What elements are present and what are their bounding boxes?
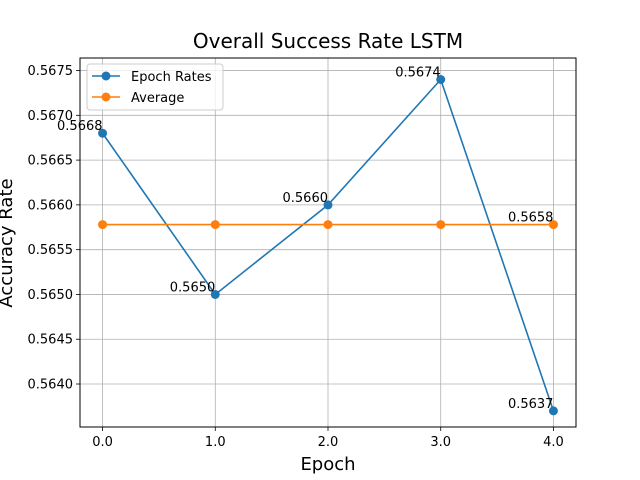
data-label: 0.5674: [395, 65, 441, 80]
y-tick-label: 0.5655: [28, 243, 74, 258]
axis-ticks: 0.0 1.0 2.0 3.0 4.0 0.5640 0.5645 0.5650 0.5655 0…: [28, 64, 564, 450]
y-tick-label: 0.5640: [28, 378, 74, 393]
legend-marker: [101, 71, 111, 81]
chart-title: Overall Success Rate LSTM: [193, 29, 463, 53]
x-tick-label: 4.0: [543, 435, 564, 450]
y-tick-label: 0.5645: [28, 333, 74, 348]
x-axis-label: Epoch: [300, 454, 355, 475]
y-tick-label: 0.5650: [28, 288, 74, 303]
x-tick-label: 0.0: [92, 435, 113, 450]
data-label: 0.5637: [508, 397, 554, 412]
y-tick-label: 0.5660: [28, 198, 74, 213]
legend-label: Epoch Rates: [131, 70, 212, 85]
legend: Epoch Rates Average: [86, 63, 224, 111]
data-point: [436, 220, 446, 230]
data-point: [436, 74, 446, 84]
y-tick-label: 0.5675: [28, 64, 74, 79]
data-label: 0.5658: [508, 211, 554, 226]
x-tick-label: 1.0: [205, 435, 226, 450]
data-point: [323, 220, 333, 230]
series-layer: [98, 74, 558, 416]
data-point: [98, 128, 108, 138]
y-axis-label: Accuracy Rate: [0, 178, 17, 307]
data-point: [548, 220, 558, 230]
data-point: [210, 289, 220, 299]
data-label: 0.5660: [283, 191, 329, 206]
data-point: [98, 220, 108, 230]
y-tick-label: 0.5665: [28, 154, 74, 169]
legend-marker: [101, 92, 111, 102]
data-point: [323, 200, 333, 210]
x-tick-label: 3.0: [430, 435, 451, 450]
data-point: [548, 406, 558, 416]
legend-box: [86, 63, 224, 111]
legend-label: Average: [131, 91, 184, 106]
data-label: 0.5650: [170, 280, 216, 295]
x-tick-label: 2.0: [318, 435, 339, 450]
data-point: [210, 220, 220, 230]
y-tick-label: 0.5670: [28, 109, 74, 124]
